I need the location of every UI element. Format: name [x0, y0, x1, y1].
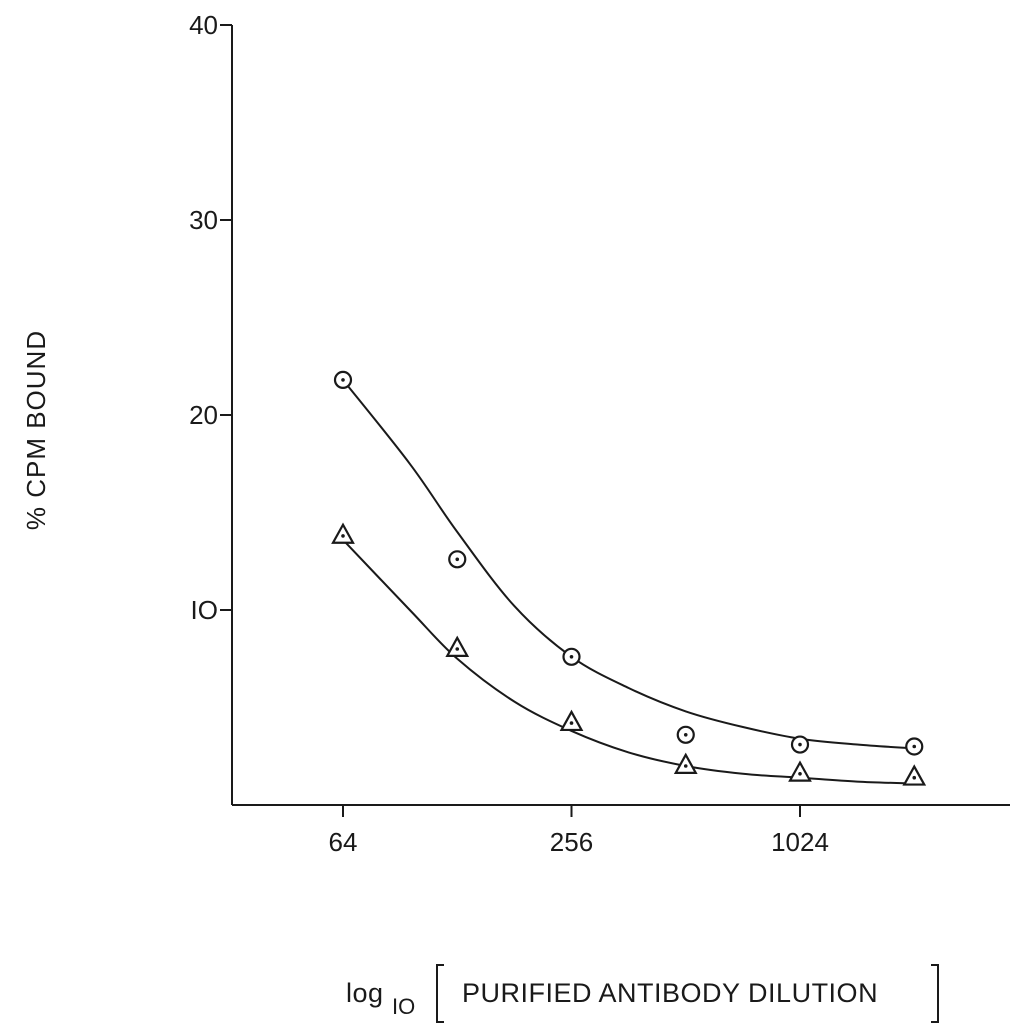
triangle-data-point	[559, 709, 584, 732]
circle-series-curve	[342, 379, 915, 750]
triangle-series-curve	[342, 539, 915, 785]
x-tick-label: 256	[550, 827, 593, 857]
x-axis-label-subscript: IO	[392, 994, 415, 1019]
triangle-data-point	[331, 522, 355, 544]
circle-data-point	[676, 725, 695, 744]
triangle-data-point	[788, 760, 812, 782]
y-tick-label: 40	[189, 10, 218, 40]
x-tick-label: 1024	[771, 827, 829, 857]
triangle-data-point	[445, 635, 470, 657]
x-axis-label-text: PURIFIED ANTIBODY DILUTION	[462, 978, 878, 1008]
x-axis-label-prefix: log	[346, 978, 384, 1008]
curves	[342, 379, 915, 785]
circle-data-point	[333, 370, 353, 389]
y-axis-label: % CPM BOUND	[21, 330, 51, 530]
x-axis-label: log IO PURIFIED ANTIBODY DILUTION	[346, 964, 939, 1023]
y-tick-label: 30	[189, 205, 218, 235]
x-tick-label: 64	[329, 827, 358, 857]
circle-data-point	[562, 647, 581, 666]
points	[331, 370, 927, 786]
triangle-data-point	[673, 752, 698, 774]
circle-data-point	[448, 550, 467, 569]
y-tick-label: IO	[191, 595, 218, 625]
y-tick-label: 20	[189, 400, 218, 430]
axes: IO 20 30 40 64 256 1024	[189, 10, 1010, 857]
circle-data-point	[790, 735, 810, 754]
circle-data-point	[905, 737, 924, 756]
triangle-data-point	[902, 764, 927, 786]
right-bracket	[931, 964, 939, 1023]
left-bracket	[436, 964, 444, 1023]
